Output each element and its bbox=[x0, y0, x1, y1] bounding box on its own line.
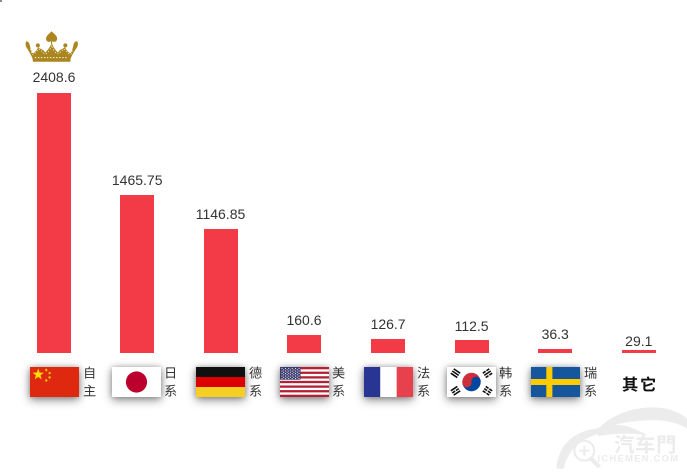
svg-text:ICHEMEN.COM: ICHEMEN.COM bbox=[598, 454, 680, 465]
